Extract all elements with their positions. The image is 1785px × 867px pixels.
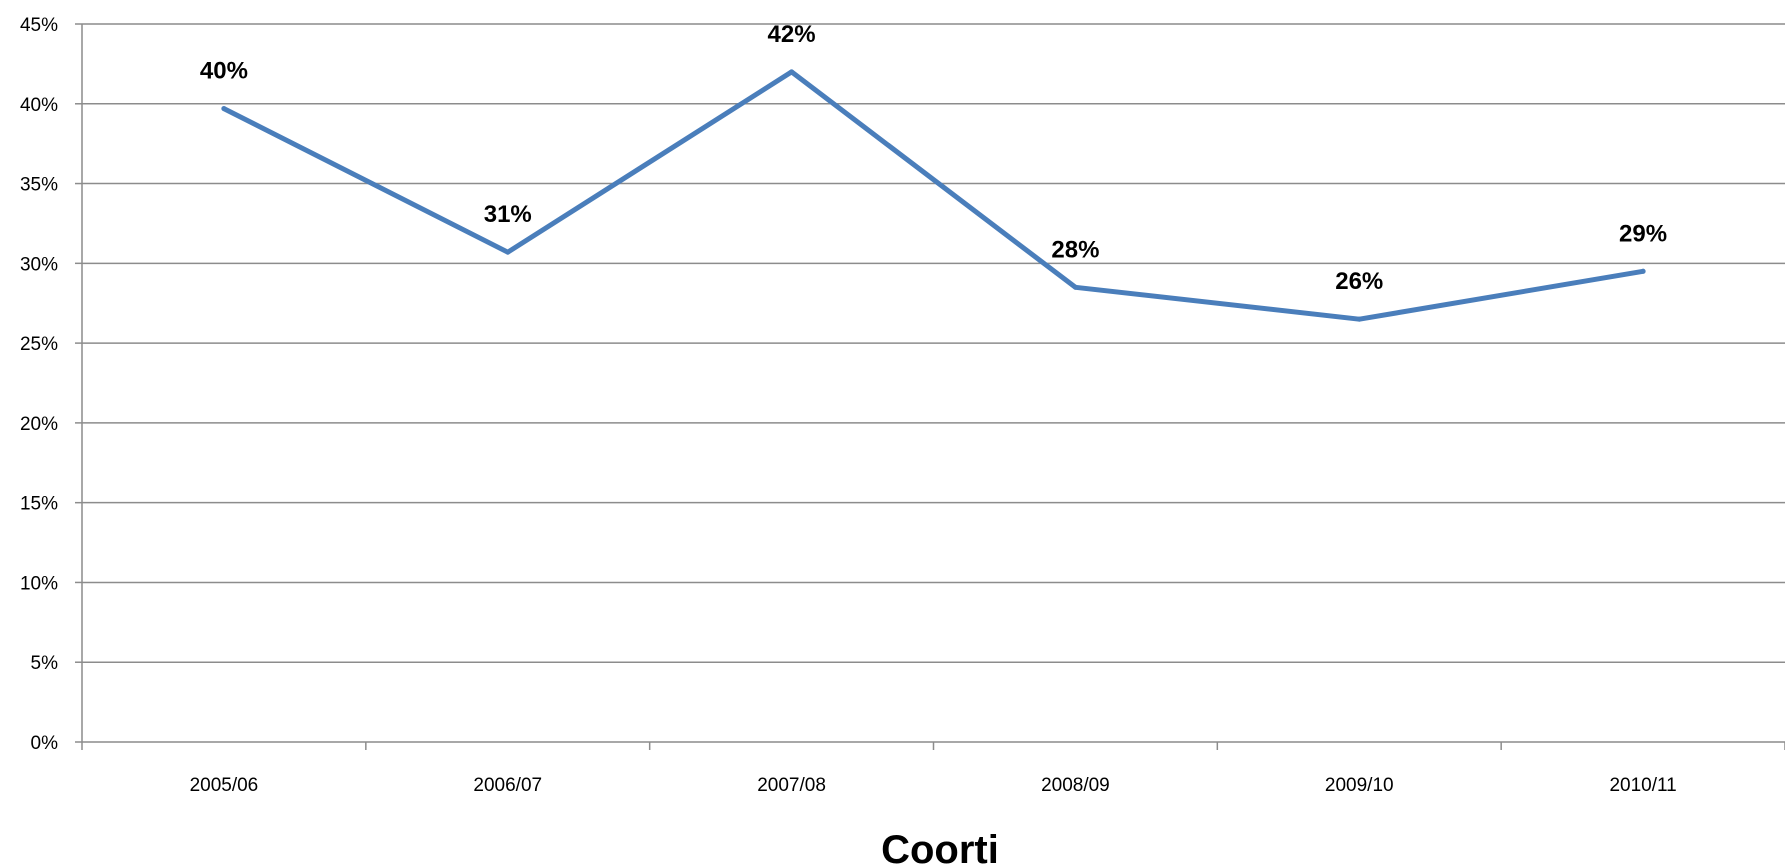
x-tick-label: 2007/08 — [757, 775, 826, 796]
y-tick-label: 15% — [20, 494, 58, 515]
y-tick-label: 0% — [31, 733, 59, 754]
y-tick-label: 5% — [31, 653, 59, 674]
y-tick-label: 20% — [20, 414, 58, 435]
data-label: 29% — [1619, 220, 1667, 247]
data-point — [1640, 268, 1646, 274]
y-tick-label: 35% — [20, 175, 58, 196]
y-tick-label: 10% — [20, 573, 58, 594]
data-label: 31% — [484, 201, 532, 228]
y-axis-tick-labels: 0% 5% 10% 15% 20% 25% 30% 35% 40% 45% — [20, 15, 58, 754]
x-tick-label: 2009/10 — [1325, 775, 1394, 796]
y-tick-label: 25% — [20, 334, 58, 355]
x-tick-label: 2008/09 — [1041, 775, 1110, 796]
axes — [75, 23, 1785, 750]
series-lines — [221, 69, 1646, 322]
data-label: 42% — [768, 21, 816, 48]
data-point — [1072, 284, 1078, 290]
data-point — [221, 106, 227, 112]
x-axis-title: Coorti — [881, 828, 999, 867]
y-tick-label: 45% — [20, 15, 58, 36]
data-point — [789, 69, 795, 75]
x-tick-label: 2010/11 — [1609, 775, 1676, 796]
x-tick-label: 2005/06 — [190, 775, 259, 796]
data-label: 26% — [1335, 268, 1383, 295]
data-label: 28% — [1051, 236, 1099, 263]
data-point — [505, 249, 511, 255]
gridlines — [82, 23, 1785, 743]
data-point — [1356, 316, 1362, 322]
series-line-0 — [221, 69, 1646, 322]
x-axis-tick-labels: 2005/06 2006/07 2007/08 2008/09 2009/10 2010/… — [190, 775, 1677, 796]
x-tick-label: 2006/07 — [473, 775, 542, 796]
y-tick-label: 30% — [20, 254, 58, 275]
y-tick-label: 40% — [20, 95, 58, 116]
data-label: 40% — [200, 58, 248, 85]
data-labels: 40% 31% 42% 28% 26% 29% — [200, 21, 1667, 295]
